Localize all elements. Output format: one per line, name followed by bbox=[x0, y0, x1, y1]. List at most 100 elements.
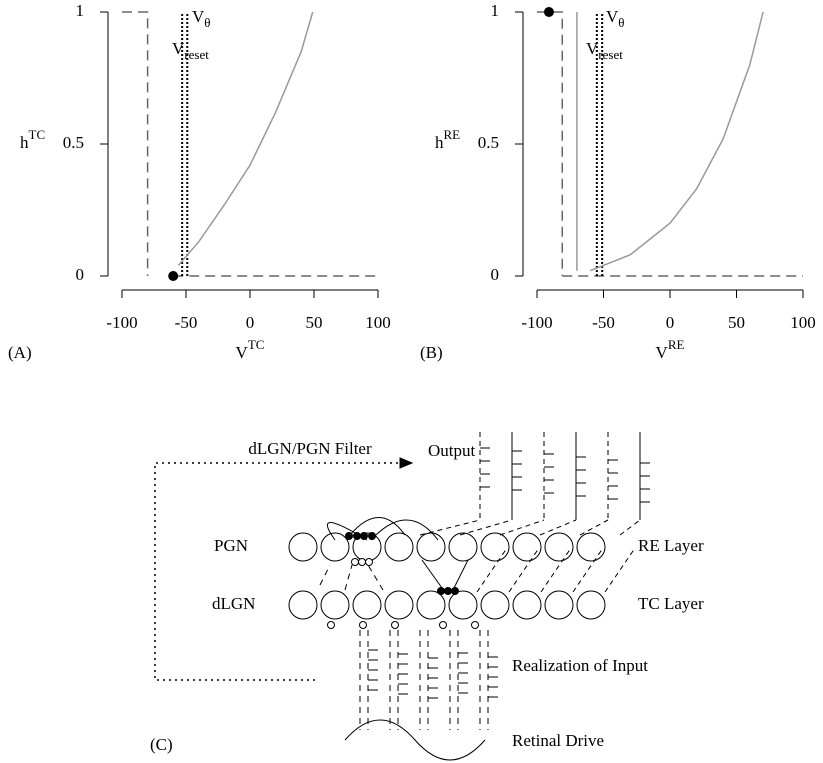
synapse bbox=[451, 587, 459, 595]
filter-arrow bbox=[154, 462, 400, 681]
synapse bbox=[437, 587, 445, 595]
projection bbox=[459, 519, 513, 536]
arrow-head bbox=[399, 457, 414, 469]
projection bbox=[619, 519, 641, 536]
input-synapse bbox=[391, 621, 399, 629]
y-tick-label: 0.5 bbox=[478, 133, 499, 152]
annotation: Vθ bbox=[606, 7, 625, 30]
network-diagram bbox=[154, 432, 650, 761]
pgn-neuron bbox=[288, 532, 318, 562]
pgn-label: PGN bbox=[214, 536, 248, 555]
projection bbox=[540, 547, 572, 593]
dlgn-neuron bbox=[576, 590, 606, 620]
pgn-neuron bbox=[448, 532, 478, 562]
x-tick-label: 50 bbox=[306, 313, 323, 332]
y-tick-label: 0 bbox=[76, 265, 85, 284]
dlgn-neuron bbox=[384, 590, 414, 620]
synapse bbox=[368, 532, 376, 540]
y-axis-label-base: h bbox=[20, 133, 29, 152]
connection bbox=[370, 519, 439, 541]
x-tick-label: 0 bbox=[666, 313, 675, 332]
annotation: Vθ bbox=[192, 7, 211, 30]
y-tick-label: 1 bbox=[491, 1, 500, 20]
dlgn-neuron bbox=[544, 590, 574, 620]
pgn-neuron bbox=[320, 532, 350, 562]
x-tick-label: 100 bbox=[790, 313, 816, 332]
dlgn-neuron bbox=[288, 590, 318, 620]
synapse-open bbox=[351, 558, 359, 566]
annotation-sub: θ bbox=[618, 15, 624, 30]
series-line bbox=[177, 11, 314, 266]
pgn-neuron bbox=[512, 532, 542, 562]
annotation-base: V bbox=[586, 39, 599, 58]
projection bbox=[508, 547, 540, 593]
dlgn-neuron bbox=[480, 590, 510, 620]
pgn-neuron bbox=[416, 532, 446, 562]
retinal-wave bbox=[344, 719, 486, 761]
panel-label: (A) bbox=[8, 343, 32, 362]
point bbox=[168, 271, 179, 281]
annotation-sub: θ bbox=[204, 15, 210, 30]
y-tick-label: 0.5 bbox=[63, 133, 84, 152]
synapse-open bbox=[365, 558, 373, 566]
y-axis-label-base: h bbox=[435, 133, 444, 152]
input-synapse bbox=[327, 621, 335, 629]
x-tick-label: 0 bbox=[246, 313, 255, 332]
dlgn-neuron bbox=[352, 590, 382, 620]
dlgn-neuron bbox=[512, 590, 542, 620]
y-tick-label: 1 bbox=[76, 1, 85, 20]
panel-label: (C) bbox=[150, 735, 173, 754]
connection bbox=[453, 559, 469, 589]
series-line bbox=[537, 11, 564, 276]
y-axis-label-sup: RE bbox=[444, 127, 461, 142]
annotation-base: V bbox=[192, 7, 205, 26]
input-synapse bbox=[359, 621, 367, 629]
pgn-neuron bbox=[384, 532, 414, 562]
y-tick-label: 0 bbox=[491, 265, 500, 284]
annotation-sub: reset bbox=[598, 47, 623, 62]
projection bbox=[499, 519, 545, 536]
synapse bbox=[360, 532, 368, 540]
dlgn-neuron bbox=[448, 590, 478, 620]
x-axis-label-sup: RE bbox=[668, 337, 685, 352]
synapse bbox=[345, 532, 353, 540]
connection bbox=[367, 564, 384, 591]
x-axis-label: VTC bbox=[236, 337, 265, 362]
annotation: Vreset bbox=[586, 39, 623, 62]
panel-label: (B) bbox=[420, 343, 443, 362]
projection bbox=[419, 519, 481, 536]
x-tick-label: -50 bbox=[175, 313, 198, 332]
annotation-base: V bbox=[606, 7, 619, 26]
pgn-neuron bbox=[576, 532, 606, 562]
re-layer-label: RE Layer bbox=[638, 536, 704, 555]
x-axis-label-base: V bbox=[236, 343, 249, 362]
input-synapse bbox=[439, 621, 447, 629]
output-label: Output bbox=[428, 441, 476, 460]
filter-label: dLGN/PGN Filter bbox=[248, 439, 372, 458]
projection bbox=[539, 519, 577, 536]
series-line bbox=[589, 11, 764, 272]
projection bbox=[604, 547, 636, 593]
x-tick-label: 100 bbox=[365, 313, 391, 332]
annotation-sub: reset bbox=[184, 47, 209, 62]
x-tick-label: 50 bbox=[728, 313, 745, 332]
synapse bbox=[444, 587, 452, 595]
dlgn-neuron bbox=[416, 590, 446, 620]
x-axis-label-sup: TC bbox=[248, 337, 265, 352]
input-label: Realization of Input bbox=[512, 656, 648, 675]
synapse-open bbox=[358, 558, 366, 566]
connection bbox=[344, 564, 353, 591]
projection bbox=[579, 519, 609, 536]
x-tick-label: -100 bbox=[521, 313, 552, 332]
x-tick-label: -50 bbox=[592, 313, 615, 332]
input-synapse bbox=[471, 621, 479, 629]
x-tick-label: -100 bbox=[106, 313, 137, 332]
retina-label: Retinal Drive bbox=[512, 731, 604, 750]
synapse bbox=[353, 532, 361, 540]
dlgn-label: dLGN bbox=[212, 594, 255, 613]
pgn-neuron bbox=[544, 532, 574, 562]
pgn-neuron bbox=[480, 532, 510, 562]
y-axis-label: hRE bbox=[435, 127, 460, 152]
y-axis-label-sup: TC bbox=[29, 127, 46, 142]
projection bbox=[476, 547, 508, 593]
